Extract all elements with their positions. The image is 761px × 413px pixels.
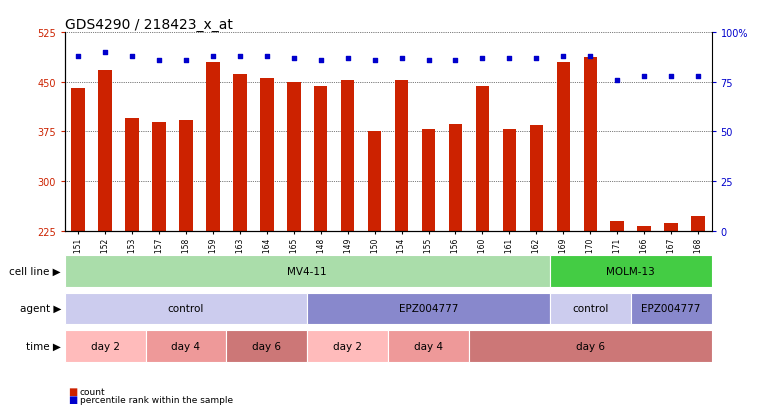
Bar <box>530 126 543 231</box>
Bar <box>469 330 712 362</box>
Bar <box>388 330 469 362</box>
Text: day 4: day 4 <box>414 341 443 351</box>
Bar <box>550 293 631 325</box>
Bar <box>227 330 307 362</box>
Point <box>557 54 569 60</box>
Bar <box>72 89 85 231</box>
Bar <box>422 130 435 231</box>
Bar <box>631 293 712 325</box>
Point <box>314 57 326 64</box>
Bar <box>368 132 381 231</box>
Point <box>396 55 408 62</box>
Point <box>72 54 84 60</box>
Bar <box>233 75 247 231</box>
Text: agent ▶: agent ▶ <box>20 304 61 314</box>
Point <box>261 54 273 60</box>
Bar <box>610 221 624 231</box>
Point <box>584 54 597 60</box>
Bar <box>260 78 273 231</box>
Bar <box>550 256 712 287</box>
Point <box>638 74 650 80</box>
Text: day 2: day 2 <box>91 341 119 351</box>
Bar <box>98 71 112 231</box>
Point <box>692 74 704 80</box>
Point <box>503 55 515 62</box>
Text: ■: ■ <box>68 386 78 396</box>
Point <box>476 55 489 62</box>
Text: day 4: day 4 <box>171 341 200 351</box>
Point <box>126 54 139 60</box>
Point <box>450 57 462 64</box>
Bar <box>206 63 220 231</box>
Bar <box>145 330 227 362</box>
Point <box>288 55 300 62</box>
Text: MOLM-13: MOLM-13 <box>607 266 655 277</box>
Bar <box>65 256 550 287</box>
Text: control: control <box>167 304 204 314</box>
Bar <box>126 119 139 231</box>
Text: GDS4290 / 218423_x_at: GDS4290 / 218423_x_at <box>65 18 233 32</box>
Point <box>342 55 354 62</box>
Text: day 6: day 6 <box>253 341 282 351</box>
Bar <box>307 293 550 325</box>
Bar <box>476 87 489 231</box>
Text: ■: ■ <box>68 394 78 404</box>
Bar <box>691 216 705 231</box>
Text: control: control <box>572 304 609 314</box>
Text: day 6: day 6 <box>576 341 605 351</box>
Point <box>530 55 543 62</box>
Bar <box>65 293 307 325</box>
Bar <box>664 223 678 231</box>
Text: time ▶: time ▶ <box>26 341 61 351</box>
Text: MV4-11: MV4-11 <box>288 266 327 277</box>
Text: day 2: day 2 <box>333 341 362 351</box>
Text: cell line ▶: cell line ▶ <box>9 266 61 277</box>
Bar <box>152 122 166 231</box>
Point <box>234 54 246 60</box>
Bar <box>180 120 193 231</box>
Point <box>180 57 192 64</box>
Point <box>99 50 111 56</box>
Bar <box>503 130 516 231</box>
Bar <box>584 57 597 231</box>
Bar <box>341 81 355 231</box>
Bar <box>314 87 327 231</box>
Point <box>153 57 165 64</box>
Point <box>207 54 219 60</box>
Bar <box>65 330 145 362</box>
Text: count: count <box>80 387 106 396</box>
Text: EPZ004777: EPZ004777 <box>642 304 701 314</box>
Point <box>611 77 623 84</box>
Point <box>368 57 380 64</box>
Bar <box>395 81 409 231</box>
Bar <box>287 83 301 231</box>
Bar <box>307 330 388 362</box>
Bar <box>556 63 570 231</box>
Bar <box>638 227 651 231</box>
Point <box>422 57 435 64</box>
Text: percentile rank within the sample: percentile rank within the sample <box>80 395 233 404</box>
Point <box>665 74 677 80</box>
Bar <box>449 125 462 231</box>
Text: EPZ004777: EPZ004777 <box>399 304 458 314</box>
